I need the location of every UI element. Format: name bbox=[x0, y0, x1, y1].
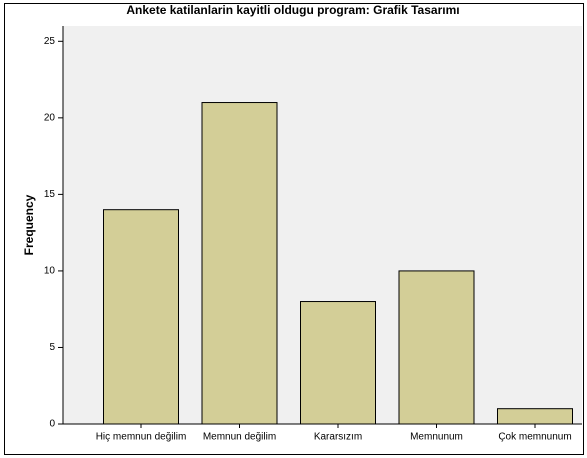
x-tick-label: Hiç memnun değilim bbox=[96, 432, 187, 443]
bar bbox=[103, 209, 179, 425]
x-tick-label: Çok memnunum bbox=[498, 432, 571, 443]
chart-title: Ankete katilanlarin kayitli oldugu progr… bbox=[126, 3, 459, 17]
x-tick-label: Kararsızım bbox=[314, 432, 362, 443]
bar bbox=[497, 408, 573, 425]
y-tick-label: 20 bbox=[44, 112, 56, 123]
bar bbox=[201, 102, 278, 425]
bar bbox=[300, 301, 376, 425]
bar bbox=[398, 270, 475, 425]
y-tick-label: 0 bbox=[49, 419, 55, 430]
y-axis-label: Frequency bbox=[22, 194, 36, 255]
y-tick-label: 10 bbox=[44, 266, 56, 277]
x-tick-label: Memnun değilim bbox=[203, 432, 276, 443]
y-tick-label: 25 bbox=[44, 36, 56, 47]
y-tick-label: 15 bbox=[44, 189, 56, 200]
x-tick-label: Memnunum bbox=[410, 432, 463, 443]
y-tick-label: 5 bbox=[49, 342, 55, 353]
